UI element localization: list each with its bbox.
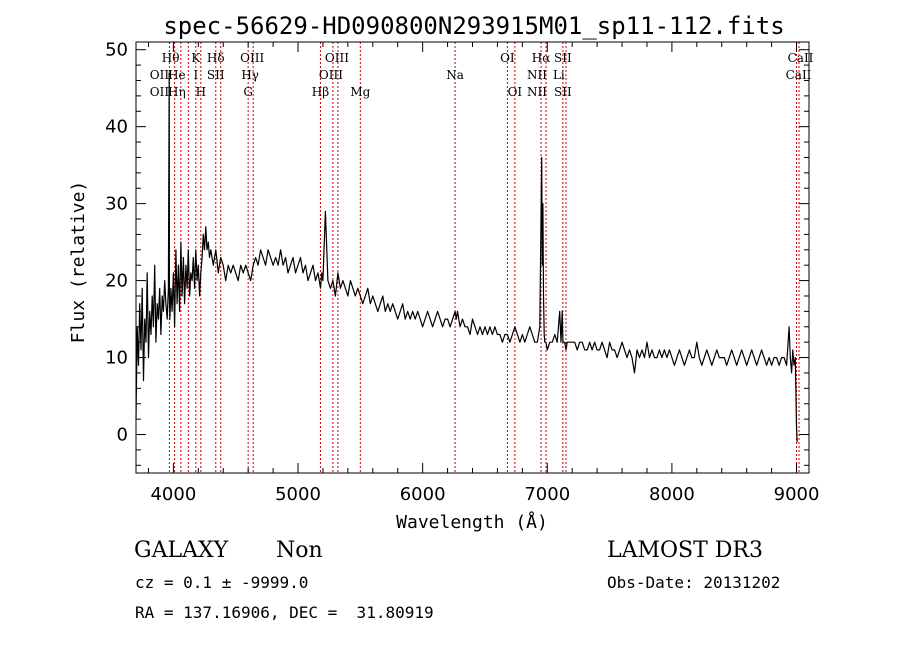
spectral-lines-layer: OII OII Hθ He Hη KIH Hδ SII OIII Hγ G Hβ OIII OIII Mg N… — [150, 42, 814, 473]
spectral-line-label: CaII — [788, 51, 814, 65]
spectrum-chart: spec-56629-HD090800N293915M01_sp11-112.f… — [68, 12, 819, 533]
spectral-line-label: OI — [508, 85, 523, 99]
spectral-line-label: Hθ — [162, 51, 180, 65]
spectral-line-label: K — [191, 51, 201, 65]
spectral-line-label: SII — [207, 68, 225, 82]
plot-frame — [135, 41, 810, 474]
x-tick-label: 5000 — [275, 484, 321, 505]
x-axis-label: Wavelength (Å) — [396, 511, 548, 533]
y-tick-label: 0 — [117, 425, 128, 446]
spectral-line-label: NII — [527, 85, 547, 99]
y-tick-label: 50 — [105, 40, 128, 61]
spectral-line-label: Li — [553, 68, 565, 82]
redshift-readout: cz = 0.1 ± -9999.0 — [135, 573, 309, 592]
y-axis-label: Flux (relative) — [68, 181, 89, 344]
spectral-line-label: Hγ — [241, 68, 259, 82]
spectral-line-label: OII — [150, 85, 170, 99]
spectral-line-label: I — [193, 68, 198, 82]
spectral-line-label: NII — [527, 68, 547, 82]
spectral-line-label: Mg — [350, 85, 370, 99]
spectral-line-label: OI — [500, 51, 515, 65]
spectral-line-label: Hη — [168, 85, 186, 99]
observation-date: Obs-Date: 20131202 — [607, 573, 781, 592]
y-tick-label: 40 — [105, 117, 128, 138]
chart-title: spec-56629-HD090800N293915M01_sp11-112.f… — [163, 12, 784, 40]
y-tick-label: 30 — [105, 194, 128, 215]
x-tick-label: 4000 — [150, 484, 196, 505]
axis-ticks-layer: 4000 5000 6000 7000 8000 9000 0 10 20 30 40 50 — [105, 40, 819, 505]
spectral-line-label: Na — [446, 68, 464, 82]
spectral-line-label: SII — [554, 85, 572, 99]
spectral-line-label: Hδ — [207, 51, 225, 65]
y-tick-label: 20 — [105, 271, 128, 292]
y-tick-label: 10 — [105, 348, 128, 369]
series-layer — [135, 72, 798, 443]
spectral-line-label: OIII — [319, 68, 343, 82]
spectral-line-label: Hβ — [312, 85, 329, 99]
x-tick-label: 8000 — [649, 484, 695, 505]
spectral-line-label: G — [243, 85, 253, 99]
spectral-line-label: Hα — [532, 51, 551, 65]
object-class: GALAXY — [134, 538, 229, 563]
x-tick-label: 7000 — [524, 484, 570, 505]
spectrum-series-line — [135, 72, 798, 443]
spectral-line-label: SII — [554, 51, 572, 65]
x-tick-label: 6000 — [400, 484, 446, 505]
spectral-line-label: OIII — [325, 51, 349, 65]
object-subclass: Non — [276, 538, 323, 563]
survey-name: LAMOST DR3 — [607, 538, 763, 563]
spectral-line-label: H — [196, 85, 206, 99]
spectral-line-label: OII — [150, 68, 170, 82]
coordinates-readout: RA = 137.16906, DEC = 31.80919 — [135, 603, 434, 622]
spectral-line-label: He — [168, 68, 186, 82]
x-tick-label: 9000 — [774, 484, 820, 505]
spectral-line-label: OIII — [240, 51, 264, 65]
